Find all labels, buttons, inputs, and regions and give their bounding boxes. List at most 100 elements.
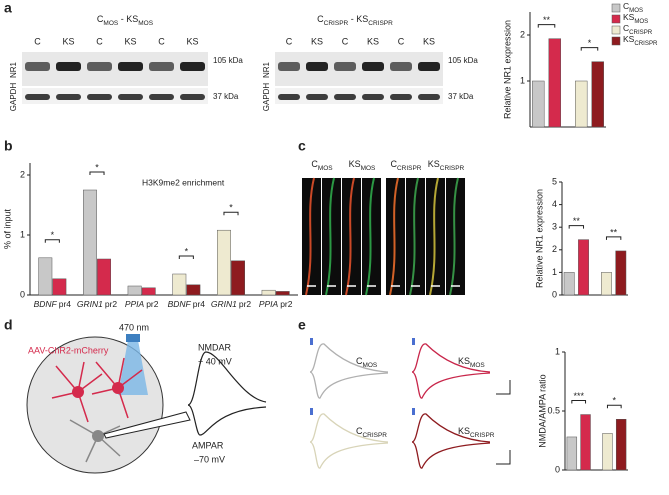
promoter: pr4 xyxy=(193,299,206,309)
y-axis-label: % of input xyxy=(2,208,12,249)
label-subscript: CRISPR xyxy=(634,40,658,47)
blot-band xyxy=(180,94,205,100)
label-subscript: MOS xyxy=(629,7,643,14)
lane-label: C xyxy=(398,36,405,46)
y-tick-label: 1 xyxy=(520,75,525,85)
micrograph xyxy=(446,178,465,295)
panel-label: a xyxy=(4,0,12,16)
legend-swatch xyxy=(611,3,621,13)
gene: BDNF xyxy=(34,299,58,309)
epsc-trace xyxy=(411,371,491,399)
label: CCRISPR xyxy=(356,426,387,438)
y-tick-label: 2 xyxy=(20,169,25,179)
y-tick-label: 4 xyxy=(552,199,557,209)
y-axis-label: Relative NR1 expression xyxy=(502,20,512,119)
sig-bracket xyxy=(568,225,585,229)
blot-title: CMOS - KSMOS xyxy=(97,14,154,26)
sig-bracket xyxy=(89,171,105,175)
label-main: C xyxy=(356,426,363,436)
label: CMOS xyxy=(356,356,378,368)
neuron-soma xyxy=(112,382,124,394)
blot-band xyxy=(118,94,143,100)
lane-label: C xyxy=(342,36,349,46)
blot-band xyxy=(306,94,328,100)
panel-label: c xyxy=(298,138,306,154)
y-tick-label: 2 xyxy=(552,244,557,254)
label: CMOS xyxy=(623,1,643,13)
micrograph xyxy=(342,178,361,295)
label: KSCRISPR xyxy=(428,159,465,171)
label-main: KS xyxy=(458,356,470,366)
x-tick-label: GRIN1 pr2 xyxy=(77,299,118,309)
row-label: GAPDH xyxy=(262,83,271,112)
bar xyxy=(580,414,591,471)
sig-bracket xyxy=(223,211,239,216)
light-label: 470 nm xyxy=(119,322,149,332)
label-subscript: MOS xyxy=(634,18,648,25)
ampa-trace xyxy=(187,404,267,436)
blot-band xyxy=(87,94,112,100)
label-subscript: CRISPR xyxy=(440,165,465,172)
slice xyxy=(26,336,164,474)
blot-band xyxy=(362,94,384,100)
y-tick-label: 0 xyxy=(555,464,560,474)
y-axis-label: Relative NR1 expression xyxy=(534,189,544,288)
stim-marker xyxy=(412,338,415,345)
lane-label: C xyxy=(34,36,41,46)
scale-bar xyxy=(496,380,511,395)
label-main: KS xyxy=(428,159,440,169)
stim-marker xyxy=(412,408,415,415)
gene: PPIA xyxy=(125,299,145,309)
lane-label: KS xyxy=(186,36,198,46)
label: KSCRISPR xyxy=(458,426,495,438)
label-subscript: MOS xyxy=(318,165,333,172)
title-part: C xyxy=(317,14,324,24)
title-part: - KS xyxy=(348,14,368,24)
row-label: GAPDH xyxy=(9,83,18,112)
blot-strip xyxy=(22,88,208,104)
gene: GRIN1 xyxy=(77,299,103,309)
micrograph xyxy=(322,178,341,295)
legend-swatch xyxy=(611,25,621,35)
label: CCRISPR xyxy=(391,159,422,171)
bar xyxy=(575,80,588,128)
sig-label: ** xyxy=(610,227,618,237)
title-part: - KS xyxy=(118,14,138,24)
legend-swatch xyxy=(611,14,621,24)
bar xyxy=(275,291,290,296)
title-sub: CRISPR xyxy=(368,20,393,27)
label: KSCRISPR xyxy=(623,34,658,46)
label-main: C xyxy=(623,1,629,11)
bar xyxy=(127,285,142,296)
dendrite xyxy=(429,177,439,296)
lane-label: KS xyxy=(62,36,74,46)
dendrite xyxy=(449,177,459,296)
bar xyxy=(602,433,613,471)
micrograph xyxy=(386,178,405,295)
y-axis-label: NMDA/AMPA ratio xyxy=(537,374,547,447)
blot-band xyxy=(118,62,143,71)
y-tick-label: 1 xyxy=(555,346,560,356)
lane-label: KS xyxy=(124,36,136,46)
nmdar-hold: + 40 mV xyxy=(198,356,232,366)
label-subscript: CRISPR xyxy=(363,432,388,439)
blot-title: CCRISPR - KSCRISPR xyxy=(317,14,393,26)
lane-label: KS xyxy=(423,36,435,46)
blot-band xyxy=(418,94,440,100)
epsc-trace xyxy=(309,371,389,399)
title-sub: CRISPR xyxy=(324,20,349,27)
label-main: C xyxy=(623,23,629,33)
y-tick-label: 5 xyxy=(552,176,557,186)
bar xyxy=(566,436,578,471)
label: CCRISPR xyxy=(623,23,653,35)
bar xyxy=(261,289,276,296)
size-label: 37 kDa xyxy=(213,92,239,101)
bar xyxy=(83,189,97,296)
sig-label: * xyxy=(588,38,592,48)
label-main: KS xyxy=(349,159,361,169)
panel-label: e xyxy=(298,317,306,333)
x-tick-label: PPIA pr2 xyxy=(125,299,159,309)
blot-band xyxy=(418,62,440,71)
x-tick-label: BDNF pr4 xyxy=(168,299,206,309)
ampar-label: AMPAR xyxy=(192,440,224,450)
